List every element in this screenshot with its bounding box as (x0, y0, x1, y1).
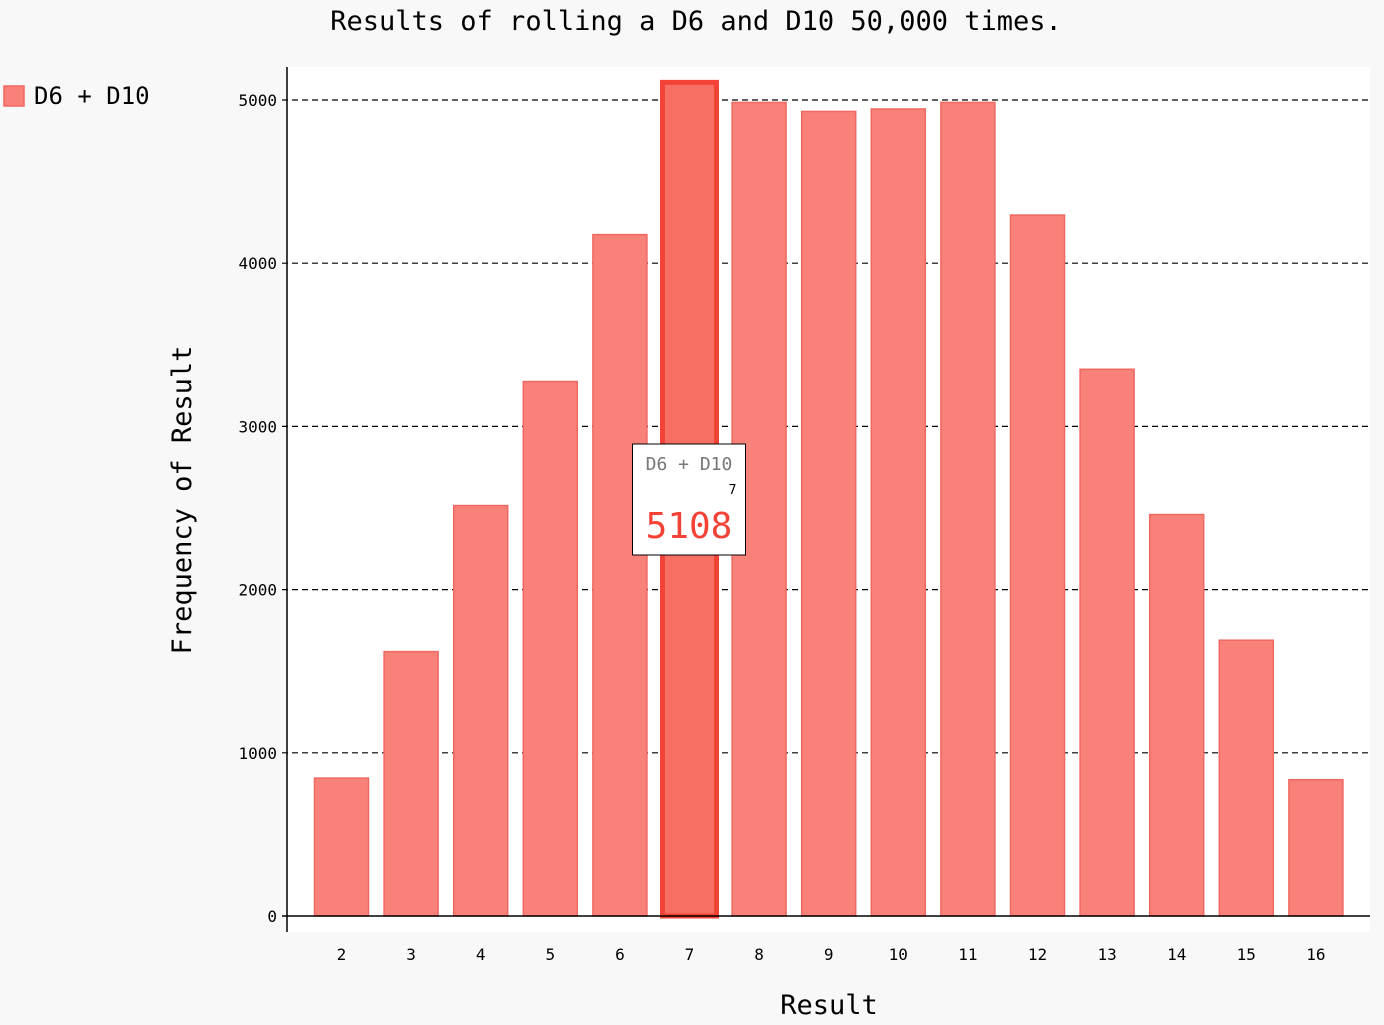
tooltip-y-value: 5108 (646, 506, 733, 547)
x-tick-label: 2 (337, 945, 347, 964)
bar-16[interactable] (1288, 778, 1344, 917)
x-tick-label: 14 (1167, 945, 1186, 964)
bar-6[interactable] (592, 233, 648, 917)
bar-15[interactable] (1218, 639, 1275, 917)
x-tick-labels: 2 3 4 5 6 7 8 9 10 11 12 13 14 15 16 (337, 945, 1326, 964)
bar-10[interactable] (870, 108, 927, 917)
bar-2[interactable] (313, 777, 370, 917)
x-tick-label: 3 (406, 945, 416, 964)
y-tick-label: 1000 (238, 744, 277, 763)
tooltip: D6 + D10 7 5108 (632, 443, 746, 556)
y-tick-label: 2000 (238, 581, 277, 600)
x-tick-label: 15 (1237, 945, 1256, 964)
x-tick-label: 12 (1028, 945, 1047, 964)
legend-swatch[interactable] (3, 85, 25, 107)
x-tick-label: 10 (889, 945, 908, 964)
bar-13[interactable] (1079, 368, 1135, 917)
y-tick-label: 0 (267, 907, 277, 926)
x-tick-label: 6 (615, 945, 625, 964)
chart-title: Results of rolling a D6 and D10 50,000 t… (330, 6, 1062, 37)
tooltip-box (632, 443, 746, 556)
y-tick-label: 3000 (238, 417, 277, 436)
x-tick-label: 8 (754, 945, 764, 964)
x-tick-label: 7 (685, 945, 695, 964)
bar-4[interactable] (452, 504, 509, 917)
x-axis-title: Result (780, 990, 878, 1021)
bar-5[interactable] (522, 380, 579, 917)
bar-12[interactable] (1009, 214, 1066, 917)
legend-label[interactable]: D6 + D10 (34, 82, 150, 110)
tooltip-series-name: D6 + D10 (646, 454, 733, 475)
y-tick-labels: 0 1000 2000 3000 4000 5000 (238, 91, 277, 926)
x-tick-label: 11 (958, 945, 977, 964)
y-axis-title: Frequency of Result (167, 346, 198, 655)
x-tick-label: 4 (476, 945, 486, 964)
bar-14[interactable] (1148, 513, 1205, 917)
y-tick-label: 4000 (238, 254, 277, 273)
legend[interactable]: D6 + D10 (3, 82, 150, 110)
x-tick-label: 13 (1097, 945, 1116, 964)
bar-9[interactable] (800, 110, 857, 917)
x-tick-label: 5 (545, 945, 555, 964)
bar-11[interactable] (940, 101, 996, 917)
bar-3[interactable] (383, 650, 439, 917)
x-tick-label: 9 (824, 945, 834, 964)
y-tick-label: 5000 (238, 91, 277, 110)
tooltip-x-value: 7 (729, 483, 737, 498)
x-tick-label: 16 (1306, 945, 1325, 964)
